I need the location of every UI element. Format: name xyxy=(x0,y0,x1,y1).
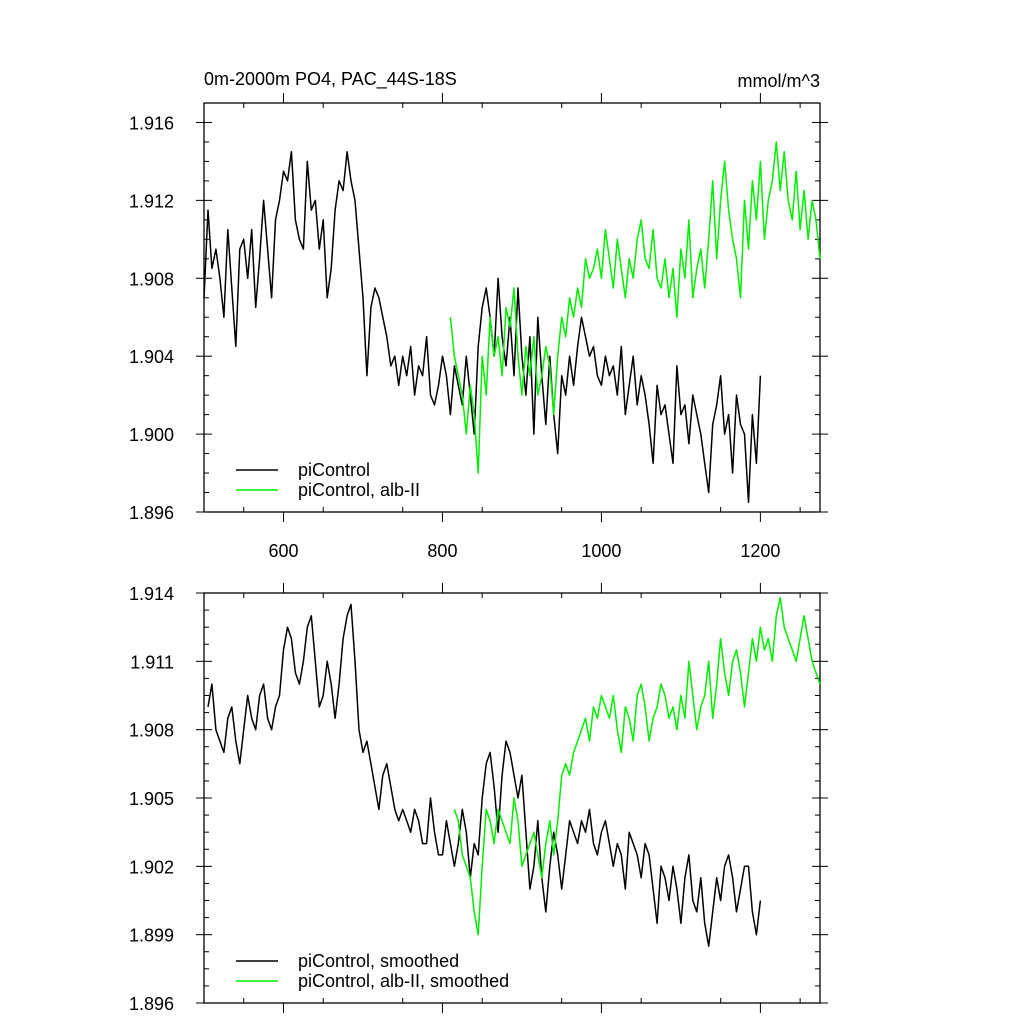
y-tick-label: 1.896 xyxy=(129,503,174,523)
y-tick-label: 1.908 xyxy=(129,269,174,289)
y-tick-label: 1.912 xyxy=(129,191,174,211)
legend-label: piControl, alb-II, smoothed xyxy=(298,971,509,991)
series-line-alb-ii xyxy=(449,141,821,474)
x-tick-label: 1000 xyxy=(581,541,621,561)
plot-frame xyxy=(203,102,821,513)
series-line-alb-ii xyxy=(453,596,821,936)
chart-title: 0m-2000m PO4, PAC_44S-18S xyxy=(204,69,457,90)
x-tick-label: 600 xyxy=(268,541,298,561)
legend-label: piControl, smoothed xyxy=(298,951,459,971)
bottom-panel: 1.896 1.899 1.902 1.905 1.908 1.911 1.914 piCon… xyxy=(129,583,828,1014)
legend-label: piControl xyxy=(298,460,370,480)
legend-label: piControl, alb-II xyxy=(298,480,420,500)
y-tick-label: 1.914 xyxy=(129,584,174,604)
y-tick-label: 1.900 xyxy=(129,425,174,445)
y-tick-label: 1.911 xyxy=(130,652,174,672)
units-label: mmol/m^3 xyxy=(738,71,820,91)
y-tick-label: 1.905 xyxy=(129,789,174,809)
y-tick-label: 1.896 xyxy=(129,994,174,1014)
series-line-picontrol xyxy=(207,603,762,947)
y-tick-label: 1.904 xyxy=(129,347,174,367)
y-tick-label: 1.908 xyxy=(129,721,174,741)
x-tick-label: 1200 xyxy=(740,541,780,561)
x-tick-label: 800 xyxy=(427,541,457,561)
y-tick-label: 1.916 xyxy=(129,113,174,133)
y-tick-label: 1.899 xyxy=(129,926,174,946)
y-tick-label: 1.902 xyxy=(129,857,174,877)
top-panel: 600 800 1000 1200 1.896 1.900 1.904 1.908 1.912 1… xyxy=(129,93,828,561)
series-line-picontrol xyxy=(203,150,762,504)
